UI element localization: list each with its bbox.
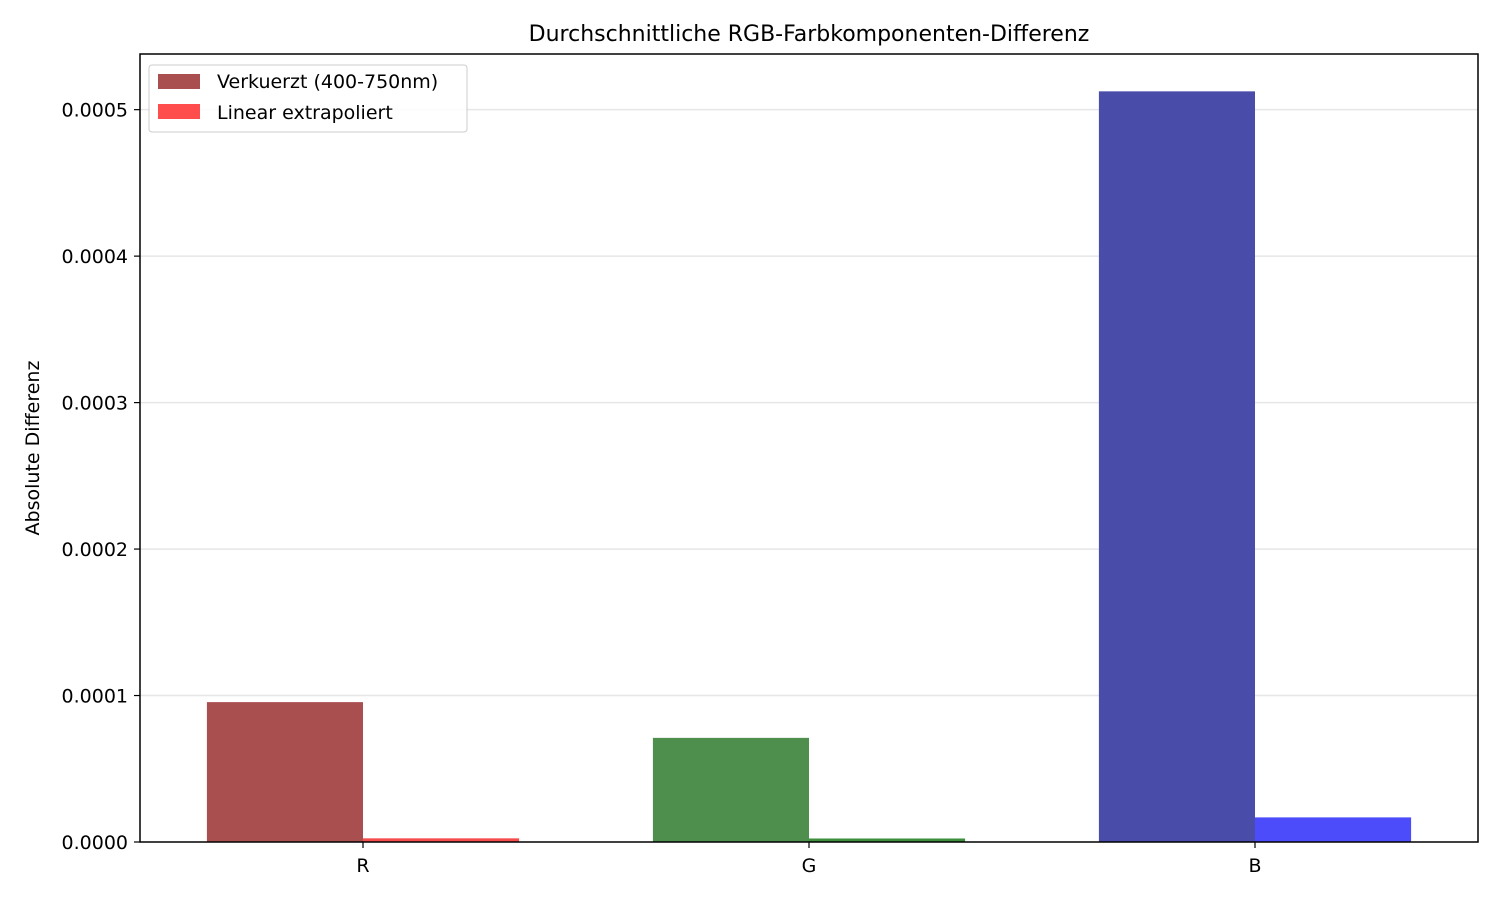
bars	[206, 91, 1412, 843]
bar-b-series-0	[1098, 91, 1255, 843]
y-tick-label: 0.0002	[62, 539, 128, 561]
x-tick-label-b: B	[1248, 855, 1261, 877]
legend-label-verkuerzt: Verkuerzt (400-750nm)	[217, 71, 438, 93]
y-tick-label: 0.0003	[62, 393, 128, 415]
bar-r-series-1	[363, 838, 520, 842]
y-tick-label: 0.0001	[62, 686, 128, 708]
y-axis-ticks: 0.0000 0.0001 0.0002 0.0003 0.0004 0.0005	[62, 100, 140, 854]
bar-g-series-0	[652, 737, 809, 842]
bar-b-series-1	[1255, 817, 1412, 842]
legend-label-linear: Linear extrapoliert	[217, 102, 393, 124]
y-tick-label: 0.0004	[62, 246, 128, 268]
bar-g-series-1	[809, 838, 966, 842]
y-tick-label: 0.0005	[62, 100, 128, 122]
y-axis-label: Absolute Differenz	[22, 361, 44, 536]
x-tick-label-g: G	[802, 855, 817, 877]
bar-r-series-0	[206, 702, 363, 842]
x-tick-label-r: R	[356, 855, 369, 877]
legend: Verkuerzt (400-750nm) Linear extrapolier…	[148, 64, 468, 133]
legend-swatch-verkuerzt	[158, 74, 200, 89]
legend-frame	[148, 64, 468, 133]
y-tick-label: 0.0000	[62, 832, 128, 854]
legend-swatch-linear	[158, 104, 200, 119]
chart-title: Durchschnittliche RGB-Farbkomponenten-Di…	[529, 22, 1090, 47]
